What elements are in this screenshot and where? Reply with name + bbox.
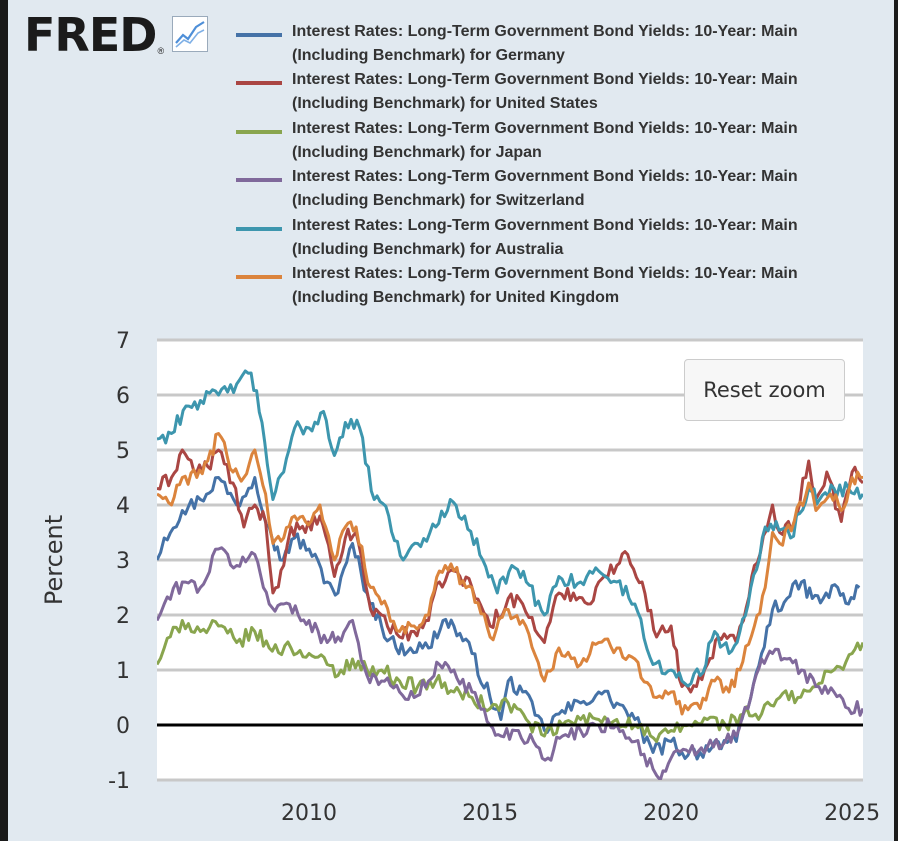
- y-tick-label: 7: [116, 329, 130, 354]
- x-tick-label: 2015: [462, 801, 518, 826]
- x-tick-label: 2010: [281, 801, 337, 826]
- y-tick-label: 5: [116, 439, 130, 464]
- window-frame-left: [0, 0, 8, 841]
- registered-mark: ®: [157, 46, 165, 56]
- legend-item[interactable]: Interest Rates: Long-Term Government Bon…: [236, 214, 876, 262]
- x-tick-label: 2020: [643, 801, 699, 826]
- legend-swatch: [236, 178, 282, 183]
- window-frame-right: [894, 0, 898, 841]
- series-line: [157, 369, 863, 688]
- logo-text: FRED: [24, 8, 157, 62]
- legend-item[interactable]: Interest Rates: Long-Term Government Bon…: [236, 117, 876, 165]
- legend-label: Interest Rates: Long-Term Government Bon…: [292, 168, 798, 210]
- legend-item[interactable]: Interest Rates: Long-Term Government Bon…: [236, 20, 876, 68]
- legend-item[interactable]: Interest Rates: Long-Term Government Bon…: [236, 165, 876, 213]
- y-tick-label: -1: [108, 769, 130, 794]
- legend-item[interactable]: Interest Rates: Long-Term Government Bon…: [236, 262, 876, 310]
- x-tick-label: 2025: [824, 801, 880, 826]
- y-tick-label: 0: [116, 714, 130, 739]
- legend-item[interactable]: Interest Rates: Long-Term Government Bon…: [236, 68, 876, 116]
- y-axis-title: Percent: [40, 515, 68, 605]
- chart-legend: Interest Rates: Long-Term Government Bon…: [236, 20, 876, 310]
- y-tick-label: 3: [116, 549, 130, 574]
- legend-swatch: [236, 81, 282, 86]
- series-line: [157, 432, 863, 716]
- legend-label: Interest Rates: Long-Term Government Bon…: [292, 264, 798, 306]
- reset-zoom-button[interactable]: Reset zoom: [684, 359, 845, 421]
- legend-label: Interest Rates: Long-Term Government Bon…: [292, 23, 798, 64]
- y-tick-label: 2: [116, 604, 130, 629]
- fred-logo[interactable]: FRED ®: [24, 8, 209, 62]
- legend-swatch: [236, 129, 282, 134]
- legend-label: Interest Rates: Long-Term Government Bon…: [292, 216, 798, 258]
- legend-label: Interest Rates: Long-Term Government Bon…: [292, 119, 798, 161]
- legend-swatch: [236, 226, 282, 231]
- legend-swatch: [236, 33, 282, 37]
- y-tick-label: 6: [116, 384, 130, 409]
- series-line: [157, 546, 863, 780]
- fred-chart-line-icon: [172, 16, 209, 52]
- legend-swatch: [236, 274, 282, 279]
- y-tick-label: 1: [116, 659, 130, 684]
- legend-label: Interest Rates: Long-Term Government Bon…: [292, 71, 798, 113]
- line-chart: -1 0 1 2 3 4 5 6 7 2010 2015 2020 2025 Percent: [40, 329, 880, 826]
- y-tick-label: 4: [116, 494, 130, 519]
